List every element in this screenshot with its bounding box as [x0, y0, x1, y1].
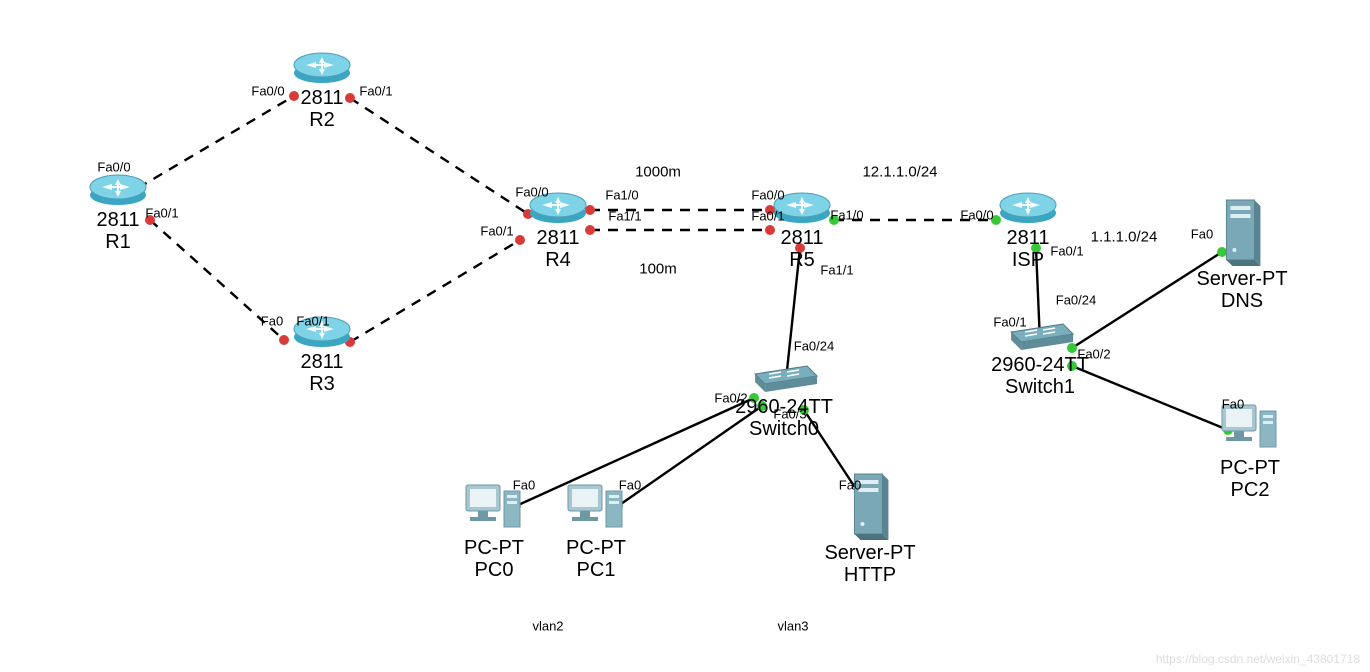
port-label: Fa0/1	[145, 206, 178, 221]
port-label: Fa0/1	[296, 314, 329, 329]
port-label: Fa0/0	[251, 84, 284, 99]
port-label: Fa0/1	[751, 209, 784, 224]
node-model: PC-PT	[566, 537, 626, 559]
port-label: Fa1/1	[820, 263, 853, 278]
port-label: Fa0	[261, 314, 283, 329]
annotation: vlan2	[532, 619, 563, 634]
port-label: Fa0/1	[359, 84, 392, 99]
node-r2: 2811R2	[292, 45, 352, 131]
node-pc1: PC-PTPC1	[566, 479, 626, 581]
node-name: PC2	[1220, 479, 1280, 501]
port-label: Fa0	[1222, 397, 1244, 412]
port-label: Fa0/3	[773, 407, 806, 422]
node-name: R2	[292, 109, 352, 131]
node-name: DNS	[1196, 290, 1287, 312]
node-sw1: 2960-24TTSwitch1	[991, 318, 1089, 398]
port-label: Fa0/0	[515, 185, 548, 200]
node-name: PC0	[464, 559, 524, 581]
annotation: 1000m	[635, 164, 681, 181]
port-label: Fa0/2	[714, 391, 747, 406]
node-pc0: PC-PTPC0	[464, 479, 524, 581]
port-label: Fa0	[839, 478, 861, 493]
annotation: vlan3	[777, 619, 808, 634]
port-label: Fa1/0	[605, 188, 638, 203]
port-label: Fa0/1	[1050, 244, 1083, 259]
node-pc2: PC-PTPC2	[1220, 399, 1280, 501]
annotation: 12.1.1.0/24	[862, 164, 937, 181]
node-model: 2811	[772, 227, 832, 249]
node-name: Switch1	[991, 376, 1089, 398]
node-name: R4	[528, 249, 588, 271]
node-model: Server-PT	[824, 542, 915, 564]
port-label: Fa0/0	[751, 188, 784, 203]
annotation: 1.1.1.0/24	[1091, 229, 1158, 246]
node-model: 2811	[998, 227, 1058, 249]
node-sw0: 2960-24TTSwitch0	[735, 360, 833, 440]
node-name: PC1	[566, 559, 626, 581]
node-model: Server-PT	[1196, 268, 1287, 290]
port-label: Fa1/0	[830, 208, 863, 223]
node-name: R1	[88, 231, 148, 253]
node-name: R3	[292, 373, 352, 395]
node-model: 2811	[292, 87, 352, 109]
port-label: Fa0/1	[480, 224, 513, 239]
annotation: 100m	[639, 261, 677, 278]
port-label: Fa0/1	[993, 315, 1026, 330]
port-label: Fa0/2	[1077, 347, 1110, 362]
network-diagram: 2811R1 2811R2 2811R3 2811R4 2811R5 2811I…	[0, 0, 1370, 672]
node-dns: Server-PTDNS	[1196, 196, 1287, 312]
port-label: Fa0	[513, 478, 535, 493]
watermark: https://blog.csdn.net/weixin_43801718	[1156, 652, 1360, 666]
port-label: Fa1/1	[608, 209, 641, 224]
node-isp: 2811ISP	[998, 185, 1058, 271]
port-label: Fa0/24	[1056, 293, 1096, 308]
node-name: ISP	[998, 249, 1058, 271]
node-model: 2960-24TT	[991, 354, 1089, 376]
port-label: Fa0	[1191, 227, 1213, 242]
node-model: PC-PT	[464, 537, 524, 559]
port-label: Fa0/0	[97, 160, 130, 175]
port-label: Fa0/0	[960, 208, 993, 223]
node-name: HTTP	[824, 564, 915, 586]
node-r1: 2811R1	[88, 167, 148, 253]
node-model: PC-PT	[1220, 457, 1280, 479]
port-label: Fa0/24	[794, 339, 834, 354]
node-model: 2811	[88, 209, 148, 231]
links-layer	[0, 0, 1370, 672]
node-model: 2811	[528, 227, 588, 249]
node-model: 2811	[292, 351, 352, 373]
port-label: Fa0	[619, 478, 641, 493]
